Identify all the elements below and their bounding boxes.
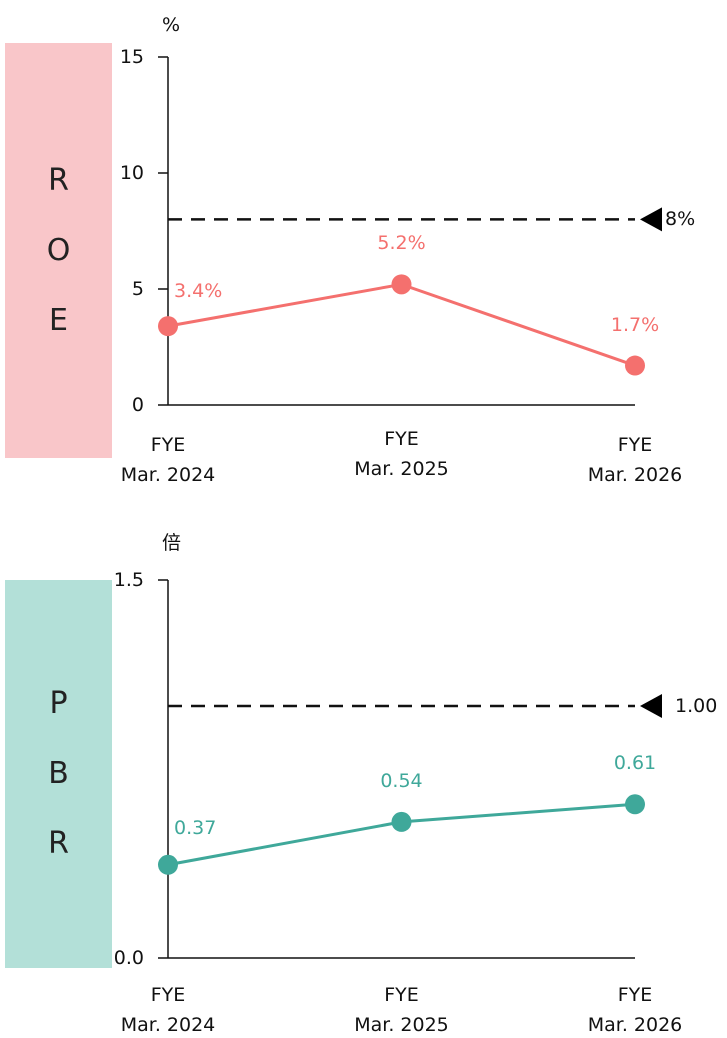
- x-tick-label: FYE Mar. 2026: [587, 984, 683, 1036]
- data-label: 1.7%: [610, 313, 660, 336]
- data-label: 0.37: [174, 816, 217, 839]
- data-point: [158, 854, 178, 875]
- reference-arrow: [640, 207, 662, 232]
- series-line: [167, 282, 636, 367]
- side-box: [5, 43, 112, 458]
- side-label-text: PBR: [48, 686, 69, 861]
- side-label-text: ROE: [46, 162, 71, 338]
- data-point: [625, 794, 645, 815]
- y-tick-label: 10: [119, 162, 144, 184]
- data-point: [391, 811, 412, 832]
- data-label: 5.2%: [377, 232, 426, 255]
- reference-arrow: [640, 694, 662, 718]
- y-tick-label: 0.0: [113, 947, 144, 969]
- side-label: ROE: [5, 43, 112, 458]
- x-tick-label: FYE Mar. 2024: [120, 434, 216, 486]
- data-label: 0.54: [380, 769, 423, 792]
- y-tick-label: 15: [119, 46, 144, 68]
- data-label: 3.4%: [174, 280, 223, 303]
- unit-label: 倍: [162, 532, 182, 554]
- y-tick-label: 1.5: [113, 569, 144, 591]
- reference-label: 1.00: [675, 695, 718, 717]
- x-tick-label: FYE Mar. 2024: [120, 984, 216, 1036]
- side-box: [5, 580, 112, 968]
- x-tick-label: FYE Mar. 2025: [354, 428, 449, 480]
- data-point: [158, 316, 178, 337]
- unit-label: %: [162, 14, 181, 36]
- y-tick-label: 5: [131, 278, 144, 300]
- x-tick-label: FYE Mar. 2025: [354, 984, 449, 1036]
- x-tick-label: FYE Mar. 2026: [587, 434, 683, 486]
- y-tick-label: 0: [131, 394, 144, 416]
- data-label: 0.61: [613, 752, 657, 775]
- side-label: PBR: [5, 580, 112, 968]
- data-point: [391, 274, 412, 295]
- data-point: [625, 355, 645, 376]
- reference-label: 8%: [665, 208, 696, 231]
